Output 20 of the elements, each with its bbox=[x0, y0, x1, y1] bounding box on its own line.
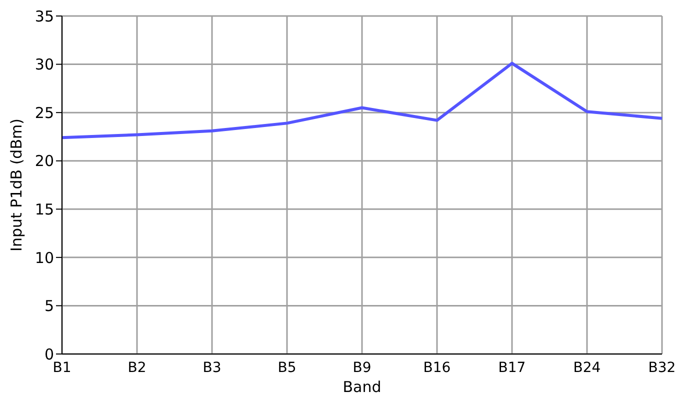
x-tick-label: B9 bbox=[352, 360, 372, 376]
y-tick-label: 35 bbox=[34, 7, 54, 26]
y-tick-label: 10 bbox=[34, 248, 54, 267]
y-axis-title: Input P1dB (dBm) bbox=[7, 118, 26, 252]
x-tick-label: B17 bbox=[498, 360, 526, 376]
line-series bbox=[60, 62, 664, 140]
x-tick-label: B3 bbox=[202, 360, 222, 376]
y-tick-label: 0 bbox=[44, 345, 54, 364]
x-tick-label: B24 bbox=[573, 360, 601, 376]
x-tick-label: B5 bbox=[278, 360, 296, 376]
x-tick-label: B2 bbox=[128, 360, 146, 376]
x-tick-label: B32 bbox=[648, 360, 676, 376]
y-tick-label: 25 bbox=[34, 104, 54, 122]
y-tick-label: 30 bbox=[34, 56, 54, 74]
x-tick-label: B1 bbox=[52, 360, 72, 376]
y-tick-label: 15 bbox=[34, 200, 54, 218]
y-tick-label: 20 bbox=[34, 152, 54, 170]
x-axis-title: Band bbox=[342, 378, 382, 396]
x-tick-label: B16 bbox=[423, 360, 451, 376]
y-tick-label: 5 bbox=[44, 297, 54, 316]
